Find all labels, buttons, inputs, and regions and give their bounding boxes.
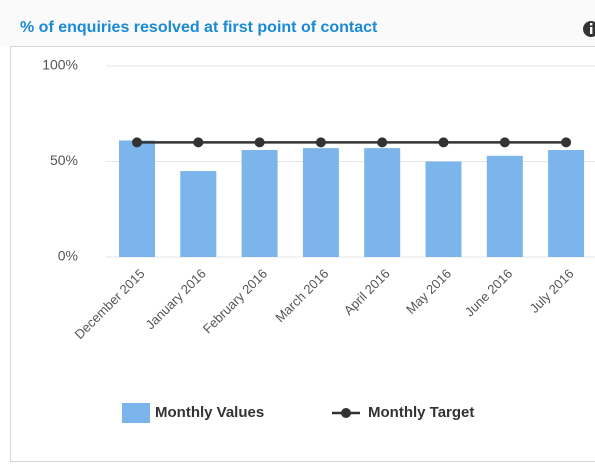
target-marker bbox=[500, 137, 510, 147]
legend-label: Monthly Values bbox=[155, 404, 264, 421]
chart-title: % of enquiries resolved at first point o… bbox=[20, 19, 378, 36]
bar bbox=[548, 150, 584, 257]
y-tick-label: 50% bbox=[50, 152, 78, 168]
bar bbox=[119, 140, 155, 257]
y-tick-label: 100% bbox=[42, 57, 78, 73]
target-marker bbox=[561, 137, 571, 147]
bar bbox=[426, 162, 462, 258]
bar bbox=[242, 150, 278, 257]
target-marker bbox=[132, 137, 142, 147]
legend-symbol bbox=[341, 408, 351, 418]
legend-symbol bbox=[122, 403, 150, 423]
y-tick-label: 0% bbox=[58, 248, 78, 264]
target-marker bbox=[439, 137, 449, 147]
bar bbox=[303, 148, 339, 257]
target-marker bbox=[316, 137, 326, 147]
target-marker bbox=[255, 137, 265, 147]
bar bbox=[487, 156, 523, 257]
bar bbox=[364, 148, 400, 257]
bar bbox=[180, 171, 216, 257]
target-marker bbox=[193, 137, 203, 147]
target-marker bbox=[377, 137, 387, 147]
legend-label: Monthly Target bbox=[368, 404, 474, 421]
